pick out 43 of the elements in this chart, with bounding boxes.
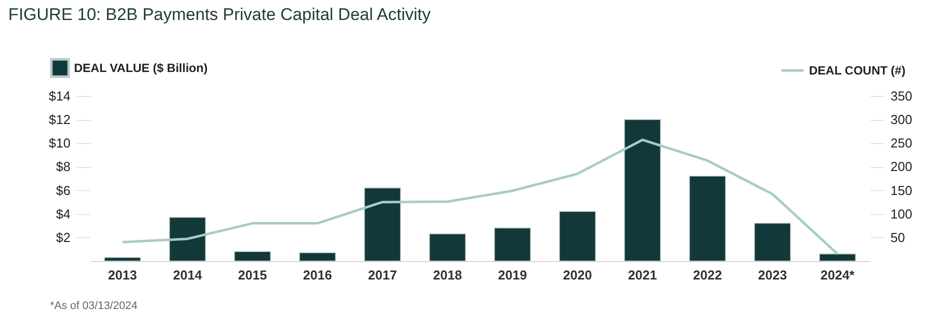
y2-tick-label: 100 bbox=[890, 206, 912, 222]
y2-tick-label: 300 bbox=[890, 112, 912, 128]
x-tick-label: 2024* bbox=[820, 268, 856, 282]
line-series bbox=[121, 138, 839, 256]
bar bbox=[754, 222, 791, 262]
bar bbox=[429, 233, 466, 262]
bar bbox=[364, 188, 401, 262]
legend-label: DEAL VALUE ($ Billion) bbox=[74, 61, 208, 75]
x-tick-label: 2022 bbox=[693, 268, 722, 282]
x-tick-label: 2020 bbox=[563, 268, 592, 282]
chart-title: FIGURE 10: B2B Payments Private Capital Deal Activity bbox=[8, 5, 432, 24]
y-tick-label: $2 bbox=[56, 230, 70, 245]
x-tick-label: 2021 bbox=[628, 268, 657, 282]
x-tick-label: 2016 bbox=[303, 268, 332, 282]
y-tick-label: $6 bbox=[56, 182, 70, 198]
bar bbox=[169, 216, 206, 262]
x-tick-label: 2023 bbox=[758, 268, 787, 282]
text: *As of 03/13/2024 bbox=[50, 300, 138, 312]
bar bbox=[494, 228, 531, 262]
y-tick-label: $8 bbox=[56, 159, 70, 174]
x-tick-label: 2019 bbox=[498, 268, 527, 282]
bar bbox=[689, 176, 726, 262]
y2-tick-label: 150 bbox=[890, 182, 912, 198]
y-tick-label: $10 bbox=[48, 136, 70, 151]
x-tick-label: 2017 bbox=[368, 268, 397, 282]
y-tick-label: $12 bbox=[48, 112, 70, 128]
bar bbox=[559, 211, 596, 262]
bar bbox=[299, 252, 336, 262]
y-tick-label: $14 bbox=[48, 88, 70, 104]
x-tick-label: 2014 bbox=[173, 268, 203, 282]
x-tick-label: 2013 bbox=[108, 268, 137, 282]
y2-tick-label: 350 bbox=[890, 88, 912, 104]
bar bbox=[234, 251, 271, 262]
bar bbox=[624, 119, 661, 262]
bar bbox=[819, 254, 856, 262]
x-tick-label: 2015 bbox=[238, 268, 267, 282]
y-tick-label: $4 bbox=[56, 206, 70, 222]
y2-tick-label: 200 bbox=[890, 159, 912, 174]
y2-tick-label: 250 bbox=[890, 136, 912, 151]
x-tick-label: 2018 bbox=[433, 268, 462, 282]
bar bbox=[104, 257, 141, 262]
y2-tick-label: 50 bbox=[890, 230, 905, 245]
legend-label: DEAL COUNT (#) bbox=[809, 64, 906, 78]
